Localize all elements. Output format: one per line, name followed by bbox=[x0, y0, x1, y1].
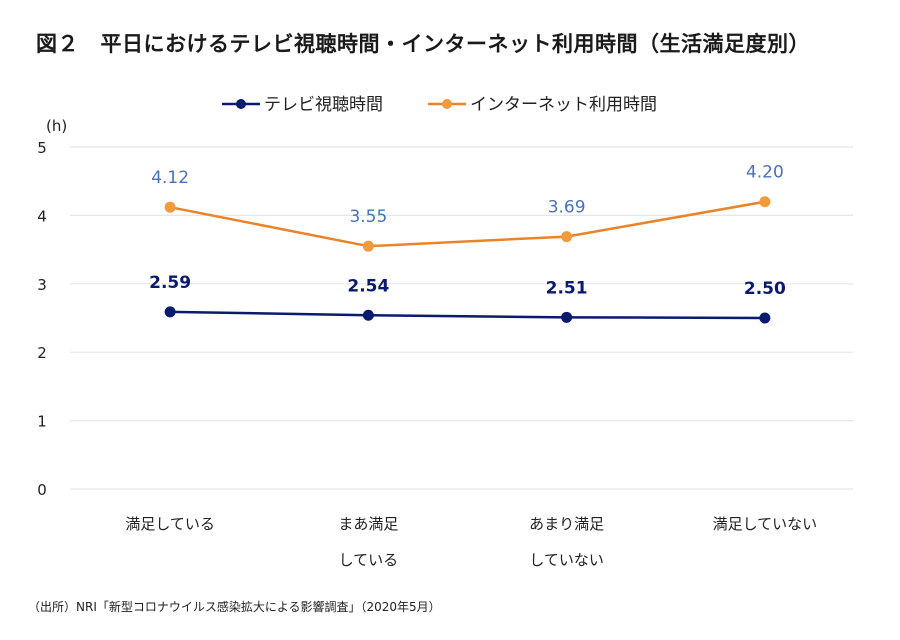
series-line-tv bbox=[170, 310, 765, 320]
y-tick-label: 2 bbox=[37, 344, 47, 362]
data-label-net: 3.69 bbox=[548, 198, 586, 218]
legend-marker-tv bbox=[236, 99, 246, 109]
x-category-label: まあ満足 bbox=[338, 515, 398, 533]
data-label-net: 3.55 bbox=[349, 207, 387, 227]
y-tick-label: 1 bbox=[37, 413, 47, 431]
legend-label-tv: テレビ視聴時間 bbox=[264, 95, 383, 115]
data-label-tv: 2.50 bbox=[744, 279, 786, 299]
data-label-net: 4.12 bbox=[151, 168, 189, 188]
legend-label-net: インターネット利用時間 bbox=[470, 95, 657, 115]
y-tick-label: 3 bbox=[37, 276, 47, 294]
series-line-net bbox=[169, 200, 766, 248]
y-tick-label: 4 bbox=[37, 207, 47, 225]
x-category-label: していない bbox=[529, 551, 604, 569]
data-point-tv bbox=[561, 311, 573, 323]
data-point-tv bbox=[759, 312, 771, 324]
data-point-tv bbox=[164, 306, 176, 318]
x-category-label: している bbox=[339, 551, 399, 569]
legend-marker-net bbox=[442, 99, 452, 109]
data-label-tv: 2.51 bbox=[546, 278, 588, 298]
x-category-label: 満足している bbox=[125, 515, 215, 533]
data-label-net: 4.20 bbox=[746, 163, 784, 183]
y-tick-label: 0 bbox=[37, 481, 47, 499]
data-label-tv: 2.59 bbox=[149, 273, 191, 293]
y-tick-label: 5 bbox=[37, 139, 47, 157]
y-axis-unit-label: (h) bbox=[46, 117, 67, 135]
data-point-tv bbox=[362, 309, 374, 321]
data-point-net bbox=[759, 196, 771, 208]
data-point-net bbox=[561, 231, 573, 243]
data-point-net bbox=[164, 201, 176, 213]
data-label-tv: 2.54 bbox=[347, 276, 389, 296]
data-point-net bbox=[362, 240, 374, 252]
source-note: （出所）NRI「新型コロナウイルス感染拡大による影響調査」（2020年5月） bbox=[28, 600, 441, 614]
chart-title: 図２ 平日におけるテレビ視聴時間・インターネット利用時間（生活満足度別） bbox=[36, 32, 810, 56]
x-category-label: あまり満足 bbox=[529, 515, 604, 533]
x-category-label: 満足していない bbox=[713, 515, 818, 533]
